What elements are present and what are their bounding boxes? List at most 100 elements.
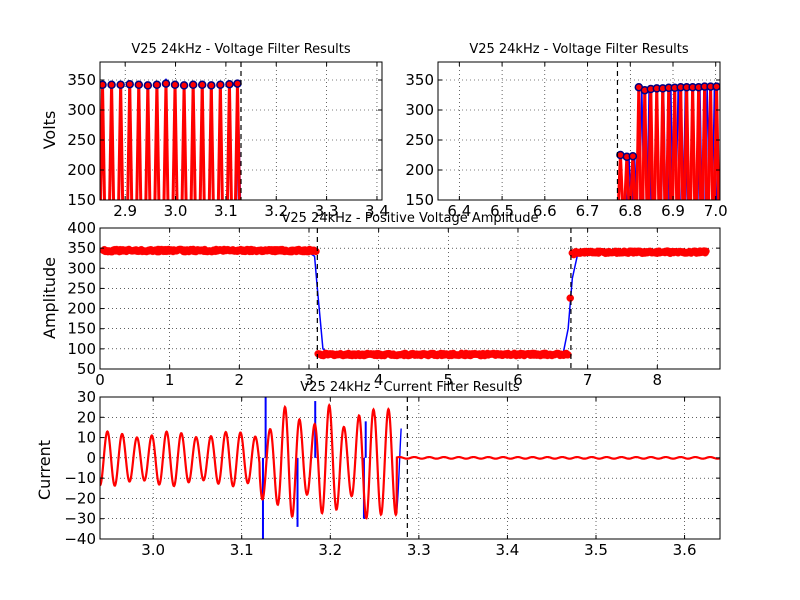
voltage-left-axes-frame xyxy=(99,61,383,201)
amplitude-ytick-label: 300 xyxy=(67,259,96,277)
voltage-right-pulse-fall xyxy=(685,87,691,200)
voltage-right-pulse-fall xyxy=(679,87,685,200)
voltage-left-pulse-fall xyxy=(164,83,170,200)
voltage-right-pulse-fall xyxy=(631,156,637,200)
voltage-right-series xyxy=(616,82,720,200)
amplitude-peak-marker xyxy=(566,294,574,302)
voltage-right-ytick-label: 300 xyxy=(405,101,434,119)
voltage-right-panel: V25 24kHz - Voltage Filter Results 6.4 6.… xyxy=(405,42,727,220)
current-xtick-label: 3.5 xyxy=(584,541,608,559)
voltage-left-peak-marker xyxy=(197,80,207,90)
current-ytick-label: −30 xyxy=(64,510,96,528)
voltage-right-xtick-label: 6.5 xyxy=(490,202,514,220)
voltage-right-title: V25 24kHz - Voltage Filter Results xyxy=(469,42,689,57)
voltage-right-ytick-label: 200 xyxy=(405,161,434,179)
voltage-left-series xyxy=(100,78,242,200)
voltage-left-xtick-label: 3.4 xyxy=(365,202,389,220)
current-ytick-label: 10 xyxy=(77,429,96,447)
voltage-left-yticks: 150 200 250 300 350 xyxy=(67,71,382,209)
voltage-right-pulse-fall xyxy=(703,86,709,200)
current-xtick-label: 3.3 xyxy=(407,541,431,559)
voltage-left-peak-marker xyxy=(216,80,225,90)
current-ytick-label: 0 xyxy=(86,449,96,467)
current-axes-frame xyxy=(99,396,721,540)
current-ylabel: Current xyxy=(35,440,54,500)
voltage-left-pulse-fall xyxy=(227,84,233,200)
voltage-left-pulse-fall xyxy=(137,84,143,200)
current-xtick-label: 3.1 xyxy=(230,541,254,559)
voltage-left-ytick-label: 300 xyxy=(67,101,96,119)
voltage-left-ytick-label: 150 xyxy=(67,191,96,209)
voltage-right-pulse-fall xyxy=(697,87,703,200)
voltage-left-peak-marker xyxy=(107,80,116,90)
amplitude-amplitude-markers xyxy=(100,245,318,256)
voltage-left-xtick-label: 2.9 xyxy=(113,202,137,220)
current-ytick-label: −10 xyxy=(64,469,96,487)
voltage-left-pulse-fall xyxy=(155,84,161,200)
voltage-left-peak-marker xyxy=(116,80,125,90)
voltage-left-peak-marker xyxy=(100,80,107,90)
amplitude-ytick-label: 150 xyxy=(67,320,96,338)
voltage-right-pulse-fall xyxy=(715,86,720,200)
amplitude-ytick-label: 400 xyxy=(67,219,96,237)
voltage-right-xtick-label: 6.6 xyxy=(533,202,557,220)
voltage-left-pulse-fall xyxy=(119,84,125,200)
voltage-left-pulse-fall xyxy=(209,85,215,200)
voltage-left-xtick-label: 3.0 xyxy=(164,202,188,220)
voltage-left-peak-marker xyxy=(161,79,171,88)
amplitude-xtick-label: 7 xyxy=(583,371,593,389)
voltage-right-pulse-fall xyxy=(673,87,679,200)
amplitude-yticks: 50 100 150 200 250 300 350 400 xyxy=(67,219,720,378)
voltage-left-panel: V25 24kHz - Voltage Filter Results Volts… xyxy=(40,42,389,220)
current-ytick-label: −40 xyxy=(64,530,96,548)
voltage-right-yticks: 150 200 250 300 350 xyxy=(405,71,720,209)
voltage-right-xtick-label: 6.8 xyxy=(618,202,642,220)
voltage-right-pulse-fall xyxy=(643,90,649,200)
voltage-left-xtick-label: 3.1 xyxy=(214,202,238,220)
current-series xyxy=(100,397,720,539)
current-panel: 3.0 3.1 3.2 3.3 3.4 3.5 3.6 −40 −30 −20 −10 0 10 20 3… xyxy=(35,380,721,559)
current-xtick-label: 3.4 xyxy=(495,541,519,559)
voltage-right-pulse-fall xyxy=(649,88,655,200)
current-xtick-label: 3.0 xyxy=(141,541,165,559)
voltage-right-ytick-label: 150 xyxy=(405,191,434,209)
amplitude-ytick-label: 350 xyxy=(67,239,96,257)
voltage-right-pulse-fall xyxy=(637,87,643,200)
voltage-left-pulse-fall xyxy=(110,84,116,200)
voltage-right-peak-marker xyxy=(628,151,638,161)
voltage-left-ytick-label: 200 xyxy=(67,161,96,179)
voltage-left-peak-marker xyxy=(143,81,153,90)
voltage-right-pulse-fall xyxy=(709,86,715,200)
amplitude-xtick-label: 3 xyxy=(304,371,314,389)
amplitude-xtick-label: 8 xyxy=(653,371,663,389)
amplitude-series xyxy=(100,245,710,360)
voltage-right-pulse-fall xyxy=(625,156,631,200)
voltage-left-peak-marker xyxy=(152,80,162,90)
current-xticks: 3.0 3.1 3.2 3.3 3.4 3.5 3.6 xyxy=(141,397,697,559)
voltage-left-peak-marker xyxy=(170,80,180,90)
voltage-right-xticks: 6.4 6.5 6.6 6.7 6.8 6.9 7.0 xyxy=(447,62,728,220)
voltage-right-pulse-fall xyxy=(667,87,673,200)
amplitude-ytick-label: 50 xyxy=(77,360,96,378)
voltage-left-peak-marker xyxy=(188,80,198,90)
voltage-right-xtick-label: 7.0 xyxy=(704,202,728,220)
current-yticks: −40 −30 −20 −10 0 10 20 30 xyxy=(64,388,720,548)
voltage-left-peak-marker xyxy=(225,79,234,89)
amplitude-peak-marker xyxy=(312,247,320,256)
voltage-right-ytick-label: 250 xyxy=(405,131,434,149)
amplitude-xtick-label: 4 xyxy=(374,371,384,389)
amplitude-peak-marker xyxy=(569,250,578,259)
current-title: V25 24kHz - Current Filter Results xyxy=(300,380,520,395)
voltage-left-peak-marker xyxy=(125,79,134,89)
current-xtick-label: 3.2 xyxy=(318,541,342,559)
voltage-left-ytick-label: 250 xyxy=(67,131,96,149)
amplitude-ylabel: Amplitude xyxy=(40,257,59,339)
voltage-left-pulse-fall xyxy=(101,84,106,200)
voltage-right-pulse-fall xyxy=(618,154,624,200)
voltage-left-xticks: 2.9 3.0 3.1 3.2 3.3 3.4 xyxy=(113,62,389,220)
current-ytick-label: 30 xyxy=(77,388,96,406)
voltage-right-pulse-fall xyxy=(691,87,697,200)
amplitude-xtick-label: 1 xyxy=(165,371,175,389)
